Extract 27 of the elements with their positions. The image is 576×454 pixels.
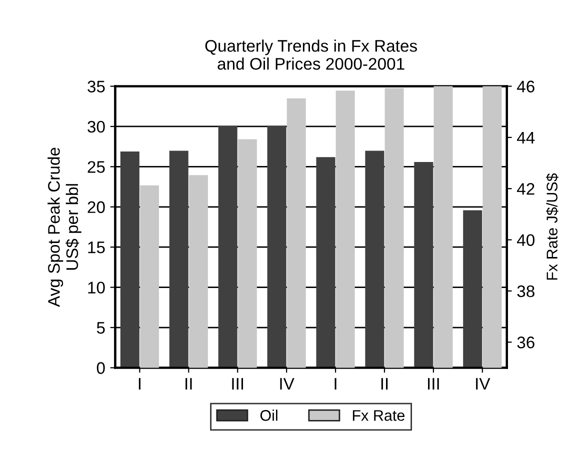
x-tick-label: II — [381, 378, 388, 390]
x-tick-label: IV — [476, 378, 490, 390]
y2-tick-label: 44 — [516, 132, 535, 144]
x-tick-label: I — [334, 378, 336, 390]
y2-axis-title: Fx Rate J$/US$ — [546, 173, 558, 280]
x-tick-label: III — [232, 378, 244, 390]
x-tick-label: II — [186, 378, 192, 390]
y2-tick-label: 36 — [517, 336, 534, 348]
y2-tick-label: 40 — [516, 234, 534, 246]
y-tick-label: 10 — [88, 282, 105, 294]
chart-title: Quarterly Trends in Fx Rates and Oil Prices 2000-2001 — [205, 40, 417, 70]
y-axis-title: Avg Spot Peak Crude US$ per bbl — [48, 148, 82, 307]
x-tick-label: IV — [280, 378, 294, 390]
y-tick-label: 35 — [88, 80, 105, 92]
legend-label: Oil — [260, 410, 278, 421]
y2-tick-label: 42 — [516, 183, 534, 195]
x-tick-label: I — [138, 378, 140, 390]
y-tick-label: 15 — [88, 242, 105, 254]
y-tick-label: 20 — [88, 201, 105, 214]
y2-tick-label: 46 — [516, 80, 534, 92]
x-tick-label: III — [428, 378, 439, 390]
y-tick-label: 25 — [88, 161, 105, 173]
y2-tick-label: 38 — [517, 285, 534, 298]
y-tick-label: 0 — [96, 362, 105, 374]
text: Fx Rate — [352, 410, 404, 421]
y-tick-label: 30 — [88, 120, 105, 133]
y-tick-label: 5 — [96, 322, 105, 334]
